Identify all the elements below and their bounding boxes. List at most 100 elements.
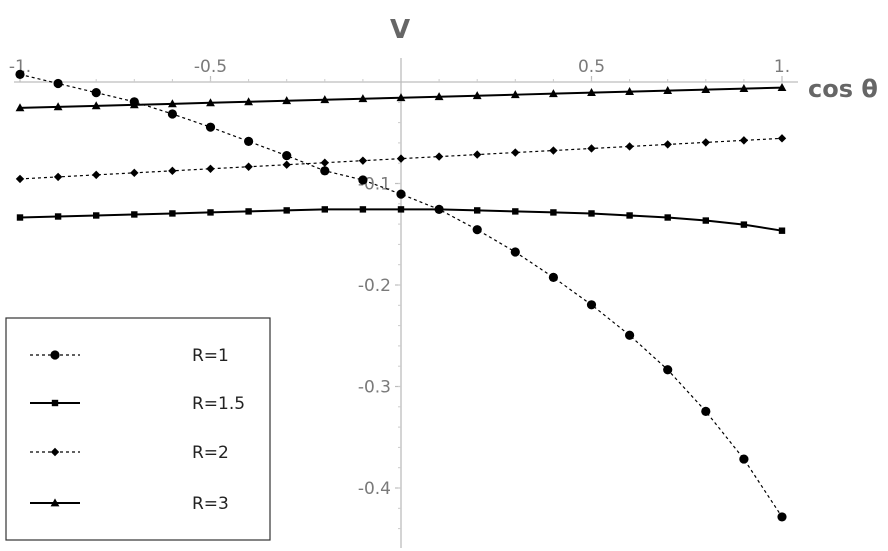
data-point [130,168,139,178]
plot-area [15,69,787,522]
data-point [739,136,749,145]
data-point [663,86,673,95]
data-point [549,146,558,155]
data-point [626,212,633,219]
y-tick-label: -0.2 [358,276,391,296]
data-point [16,214,24,221]
data-point [434,92,444,101]
data-point [701,138,710,147]
legend-box [5,317,271,541]
x-axis-title: cos θ [808,75,878,103]
legend-swatch-marker [50,350,60,360]
data-point [206,164,215,173]
data-point [473,150,482,159]
data-point [587,144,596,153]
legend-label: R=2 [192,443,229,463]
data-point [358,156,368,165]
data-point [510,90,520,99]
legend-swatch-marker [51,399,59,407]
series-r-1-5 [16,206,786,234]
data-point [320,158,329,167]
data-point [91,101,101,110]
data-point [625,330,635,340]
data-point [548,272,559,282]
data-point [396,93,406,102]
data-point [511,148,520,157]
data-point [245,208,252,215]
data-point [625,142,634,151]
data-point [702,217,709,224]
legend: R=1 R=1.5 R=2 R=3 [5,317,271,541]
data-point [169,210,176,217]
y-ticks: -0.1-0.2-0.3-0.4 [358,101,401,530]
legend-item: R=1 [30,346,229,366]
data-point [740,221,748,228]
data-point [207,209,214,216]
data-point [320,166,330,176]
data-point [434,152,444,161]
series-line [19,73,783,518]
y-tick-label: -0.4 [358,479,391,499]
data-point [283,207,290,214]
data-point [472,225,482,235]
data-point [282,160,291,169]
data-point [168,99,177,108]
data-point [206,98,215,107]
data-point [91,88,101,98]
data-point [512,208,519,215]
x-ticks: -1. -0.5 0.5 1. [9,57,790,82]
data-point [320,95,330,104]
data-point [53,78,63,89]
data-point [92,170,101,180]
data-point [282,96,292,105]
data-point [510,247,520,257]
y-axis-title: V [390,15,410,45]
data-point [474,207,481,214]
series-r-2 [15,134,787,184]
data-point [472,91,482,100]
legend-item: R=3 [30,494,229,514]
data-point [397,206,405,213]
legend-label: R=3 [192,494,229,514]
data-point [244,162,253,171]
data-point [625,87,634,96]
data-point [15,69,25,79]
axes: -1. -0.5 0.5 1. -0.1-0.2-0.3-0.4 V cos θ [9,15,878,548]
data-point [93,212,100,219]
x-tick-label: 1. [774,57,790,77]
data-point [777,134,787,143]
data-point [739,83,749,92]
data-point [205,122,216,132]
data-point [550,209,557,216]
data-point [244,97,253,106]
data-point [54,213,62,220]
data-point [586,300,597,310]
data-point [663,365,673,375]
data-point [701,85,711,94]
series-line [19,137,783,180]
data-point [777,512,787,522]
data-point [778,227,786,234]
data-point [131,211,138,218]
data-point [777,82,787,91]
data-point [396,189,406,199]
data-point [167,109,177,119]
data-point [664,214,671,221]
data-point [282,150,292,161]
legend-label: R=1 [192,346,229,366]
data-point [587,88,596,97]
data-point [588,210,595,217]
y-tick-label: -0.3 [358,378,391,398]
data-point [53,172,63,182]
data-point [396,154,406,163]
data-point [358,175,368,185]
x-tick-label: -1. [9,57,31,77]
legend-swatch-marker [50,447,60,457]
data-point [358,94,368,103]
data-point [359,206,367,213]
data-point [168,166,177,176]
data-point [701,406,711,416]
data-point [321,206,328,213]
data-point [129,100,139,109]
